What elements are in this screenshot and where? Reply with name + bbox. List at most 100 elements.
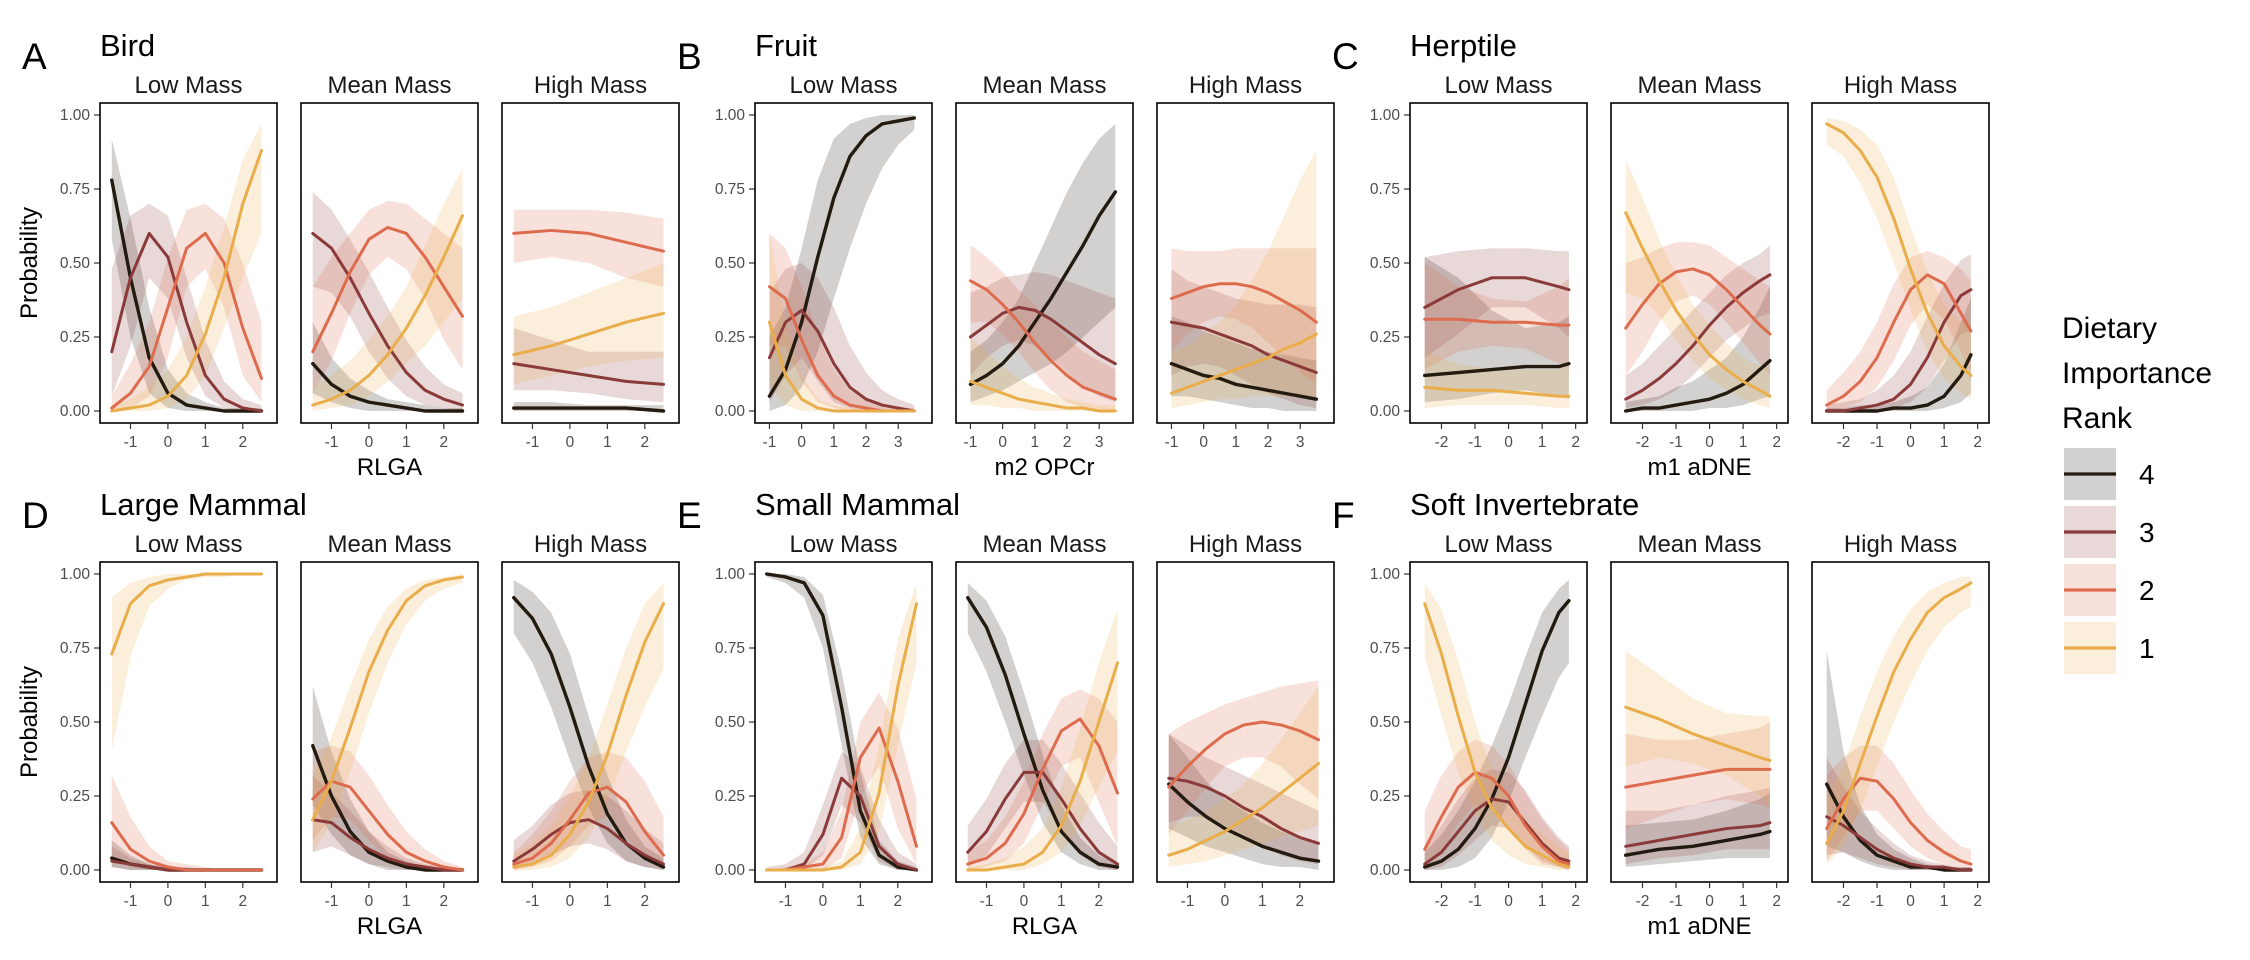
- x-tick-label: 0: [1705, 893, 1714, 910]
- x-tick-label: 1: [603, 434, 612, 451]
- x-tick-label: -1: [124, 893, 138, 910]
- y-tick-label: 0.50: [715, 714, 746, 731]
- x-tick-label: -1: [1468, 434, 1482, 451]
- series-line-rank-2: [110, 821, 264, 872]
- facet-frame: [955, 102, 1134, 424]
- y-tick-label: 1.00: [1370, 566, 1401, 583]
- x-tick-label: 1: [1739, 893, 1748, 910]
- x-axis-title: m2 OPCr: [994, 454, 1094, 481]
- series-line-rank-1: [1423, 385, 1571, 398]
- x-tick-label: -1: [1870, 434, 1884, 451]
- legend-title-line: Rank: [2062, 402, 2133, 435]
- x-tick-label: 1: [1739, 434, 1748, 451]
- facet-label: High Mass: [1844, 72, 1957, 99]
- facet-high-mass: High Mass -2 -1 0 1 2: [1811, 531, 1990, 910]
- facet-frame: [754, 102, 933, 424]
- facet-mean-mass: Mean Mass -1 0 1 2: [300, 531, 479, 910]
- legend-item-rank-3: 3: [2064, 506, 2155, 558]
- series-line-rank-2: [968, 279, 1117, 401]
- x-tick-label: 0: [566, 434, 575, 451]
- series-line-rank-4: [1624, 358, 1772, 413]
- x-tick-label: -1: [1669, 893, 1683, 910]
- y-tick-label: 0.00: [1370, 403, 1401, 420]
- panel-title: Bird: [100, 28, 155, 63]
- x-tick-label: 2: [1772, 893, 1781, 910]
- x-tick-label: 2: [1772, 434, 1781, 451]
- y-tick-label: 0.00: [715, 403, 746, 420]
- x-tick-label: 2: [640, 893, 649, 910]
- series-line-rank-4: [512, 406, 666, 413]
- ci-ribbon-rank-1: [513, 263, 664, 385]
- y-tick-label: 0.00: [1370, 862, 1401, 879]
- ci-ribbon-rank-3: [312, 775, 463, 870]
- y-tick-label: 1.00: [715, 566, 746, 583]
- x-tick-label: 2: [640, 434, 649, 451]
- series-line-rank-1: [311, 575, 465, 822]
- series-line-rank-3: [1825, 288, 1973, 413]
- x-tick-label: 1: [402, 893, 411, 910]
- ci-ribbon-rank-3: [111, 846, 262, 870]
- facet-mean-mass: Mean Mass -2 -1 0 1 2: [1610, 531, 1789, 910]
- series-line-rank-4: [765, 572, 919, 872]
- y-tick-label: 0.75: [715, 640, 745, 657]
- series-line-rank-1: [1624, 705, 1772, 762]
- y-tick-label: 0.75: [60, 181, 90, 198]
- x-axis-title: m1 aDNE: [1647, 454, 1751, 481]
- x-tick-label: -1: [1870, 893, 1884, 910]
- legend-item-rank-1: 1: [2064, 622, 2155, 674]
- facet-label: Mean Mass: [1637, 72, 1761, 99]
- facet-frame: [1811, 102, 1990, 424]
- panel-f: F Soft Invertebrate 0.00 0.25 0.50 0.75 1.00 m1…: [1332, 487, 1990, 940]
- series-line-rank-3: [311, 818, 465, 872]
- ci-ribbon-rank-4: [769, 115, 915, 411]
- ci-ribbon-rank-1: [967, 609, 1118, 870]
- legend-label: 2: [2139, 575, 2155, 606]
- series-line-rank-4: [968, 190, 1118, 387]
- x-tick-label: 0: [1020, 893, 1029, 910]
- series-line-rank-2: [512, 785, 666, 866]
- panel-a: A Bird Probability 0.00 0.25 0.50 0.75 1.00 RLGA…: [16, 28, 680, 481]
- series-line-rank-3: [1423, 797, 1571, 866]
- x-tick-label: -2: [1636, 893, 1650, 910]
- facet-label: Mean Mass: [1637, 531, 1761, 558]
- ci-ribbon-rank-3: [970, 271, 1116, 403]
- facet-frame: [1156, 102, 1335, 424]
- facet-label: Mean Mass: [982, 531, 1106, 558]
- y-tick-label: 0.00: [60, 403, 91, 420]
- series-line-rank-1: [1825, 581, 1973, 845]
- series-line-rank-1: [1825, 122, 1973, 377]
- x-tick-label: 0: [998, 434, 1007, 451]
- ci-ribbon-rank-2: [1625, 242, 1770, 376]
- series-line-rank-4: [966, 595, 1120, 869]
- x-tick-label: -2: [1435, 434, 1449, 451]
- y-tick-label: 0.25: [1370, 329, 1400, 346]
- ci-ribbon-rank-3: [1424, 248, 1569, 358]
- series-line-rank-3: [1423, 276, 1571, 309]
- x-tick-label: -1: [124, 434, 138, 451]
- legend-label: 1: [2139, 633, 2155, 664]
- series-line-rank-4: [311, 361, 465, 413]
- x-tick-label: -1: [325, 893, 339, 910]
- legend-item-rank-4: 4: [2064, 448, 2155, 500]
- series-line-rank-2: [1169, 282, 1318, 324]
- x-tick-label: 2: [1094, 893, 1103, 910]
- ci-ribbon-rank-4: [111, 840, 262, 870]
- facet-low-mass: Low Mass -2 -1 0 1 2: [1409, 72, 1588, 451]
- facet-frame: [300, 102, 479, 424]
- series-line-rank-3: [1624, 821, 1772, 848]
- y-tick-label: 1.00: [715, 107, 746, 124]
- facet-label: High Mass: [534, 531, 647, 558]
- x-tick-label: 2: [238, 893, 247, 910]
- x-tick-label: 0: [164, 434, 173, 451]
- x-tick-label: 2: [1571, 434, 1580, 451]
- series-line-rank-3: [512, 818, 666, 866]
- ci-ribbon-rank-1: [111, 123, 262, 411]
- series-line-rank-3: [311, 231, 465, 407]
- y-tick-label: 0.50: [1370, 255, 1401, 272]
- y-tick-label: 0.50: [60, 714, 91, 731]
- series-line-rank-1: [1423, 602, 1571, 869]
- series-line-rank-2: [1825, 273, 1973, 407]
- x-tick-label: 0: [365, 434, 374, 451]
- x-tick-label: 1: [402, 434, 411, 451]
- ci-ribbon-rank-2: [312, 200, 463, 394]
